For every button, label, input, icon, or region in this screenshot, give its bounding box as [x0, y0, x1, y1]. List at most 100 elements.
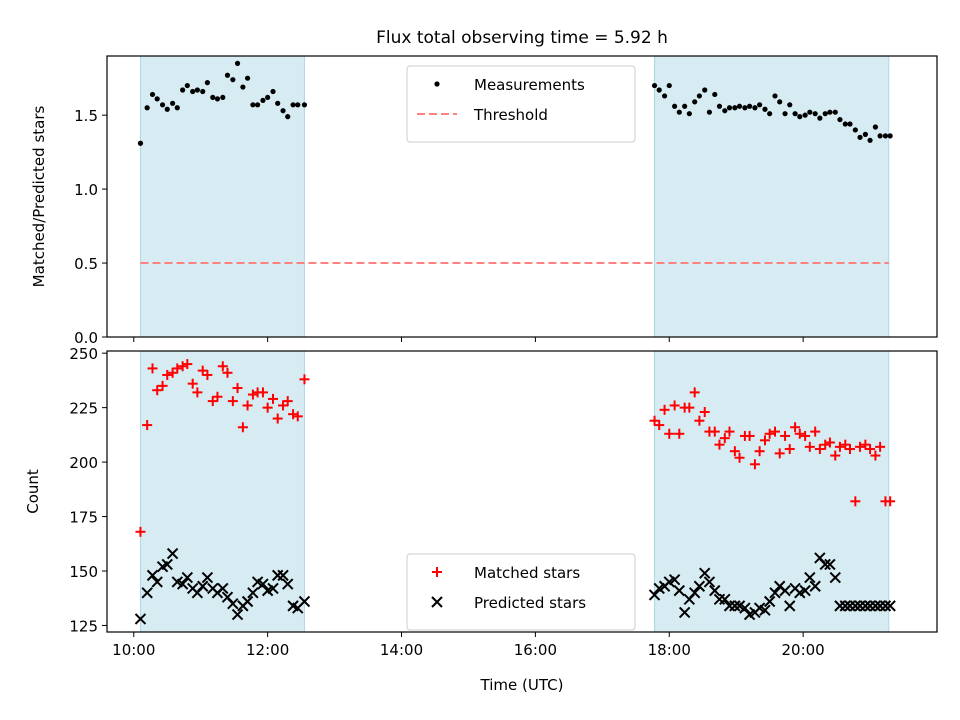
predicted-star-point: [257, 578, 269, 590]
matched-star-point: [649, 415, 660, 426]
legend-label: Threshold: [473, 106, 548, 124]
matched-star-point: [749, 459, 760, 470]
measurement-point: [240, 84, 246, 90]
x-tick-label: 10:00: [112, 641, 155, 659]
matched-star-point: [694, 415, 705, 426]
predicted-star-point: [804, 571, 816, 584]
measurement-point: [255, 102, 261, 108]
measurement-point: [726, 105, 733, 111]
y-axis-label: Matched/Predicted stars: [30, 106, 48, 288]
predicted-star-point: [699, 567, 711, 579]
measurement-point: [732, 105, 738, 111]
matched-star-point: [834, 441, 845, 452]
x-tick-label: 14:00: [380, 641, 423, 659]
measurement-point: [847, 121, 853, 127]
matched-star-point: [247, 389, 258, 400]
matched-star-point: [257, 387, 268, 398]
matched-star-point: [135, 526, 146, 537]
measurement-point: [787, 102, 793, 108]
matched-star-point: [162, 369, 173, 380]
measurement-point: [651, 82, 658, 89]
measurement-point: [137, 140, 144, 146]
predicted-star-point: [839, 600, 852, 612]
predicted-star-point: [849, 600, 862, 612]
measurement-point: [802, 112, 808, 118]
measurement-point: [782, 111, 788, 117]
matched-star-point: [157, 380, 168, 391]
matched-star-point: [242, 400, 253, 411]
measurement-point: [144, 105, 150, 111]
measurement-point: [867, 137, 873, 143]
matched-star-point: [709, 426, 720, 437]
measurement-point: [882, 133, 889, 139]
predicted-star-point: [779, 584, 791, 597]
predicted-star-point: [829, 571, 841, 584]
measurement-point: [290, 102, 296, 108]
matched-star-point: [754, 446, 765, 457]
y-tick-label: 1.0: [74, 181, 98, 199]
matched-star-point: [177, 361, 188, 372]
measurement-point: [777, 99, 783, 105]
legend-box: [406, 553, 636, 631]
measurement-point: [174, 105, 180, 111]
predicted-star-point: [277, 569, 289, 582]
measurement-point: [807, 109, 813, 115]
predicted-star-point: [146, 569, 159, 582]
matched-star-point: [192, 387, 203, 398]
measurement-point: [877, 133, 883, 139]
matched-star-point: [855, 441, 866, 452]
matched-star-point: [840, 439, 851, 450]
observing-window-shade: [654, 350, 890, 633]
y-tick-label: 250: [69, 345, 98, 363]
matched-star-point: [659, 404, 670, 415]
measurement-point: [180, 87, 186, 93]
matched-star-point: [202, 369, 213, 380]
measurement-point: [164, 106, 170, 112]
predicted-star-point: [859, 600, 872, 612]
matched-star-point: [212, 391, 223, 402]
matched-star-point: [794, 428, 805, 439]
top-panel: 0.0 0.5 1.0 1.5 Matched/Predicted stars Measu…: [30, 55, 938, 347]
predicted-star-point: [247, 587, 259, 599]
matched-star-point: [664, 428, 675, 439]
predicted-star-point: [824, 558, 836, 571]
legend-label: Predicted stars: [474, 594, 586, 612]
legend: Matched stars Predicted stars: [406, 553, 636, 631]
measurement-point: [184, 82, 190, 89]
predicted-star-point: [197, 580, 209, 592]
y-tick-label: 225: [69, 400, 98, 418]
y-tick-label: 1.5: [74, 107, 98, 125]
x-tick-label: 16:00: [514, 641, 557, 659]
predicted-star-point: [763, 595, 776, 608]
matched-star-point: [780, 430, 791, 441]
measurement-point: [200, 88, 206, 95]
matched-star-point: [824, 437, 835, 448]
x-tick-label: 18:00: [648, 641, 691, 659]
measurement-point: [716, 103, 723, 109]
observing-window-shade: [654, 55, 890, 338]
matched-star-point: [770, 426, 781, 437]
measurement-point: [270, 88, 276, 95]
predicted-star-point: [879, 600, 892, 612]
matched-star-point: [764, 428, 775, 439]
legend-marker-predicted: [431, 596, 443, 608]
matched-star-point: [272, 413, 283, 424]
predicted-star-point: [884, 600, 896, 612]
legend-marker-measurements: [434, 81, 440, 87]
measurement-point: [682, 103, 688, 109]
matched-star-point: [187, 378, 198, 389]
legend-marker-matched: [432, 567, 442, 577]
predicted-star-point: [769, 587, 781, 599]
measurement-point: [224, 72, 231, 78]
measurement-point: [154, 96, 160, 102]
matched-star-point: [232, 383, 243, 394]
matched-star-point: [152, 385, 163, 396]
measurement-point: [220, 94, 226, 101]
predicted-star-point: [799, 584, 811, 597]
measurement-point: [722, 108, 728, 114]
predicted-star-point: [161, 558, 173, 571]
measurement-point: [301, 102, 308, 108]
matched-star-point: [790, 422, 801, 433]
matched-star-point: [278, 400, 289, 411]
